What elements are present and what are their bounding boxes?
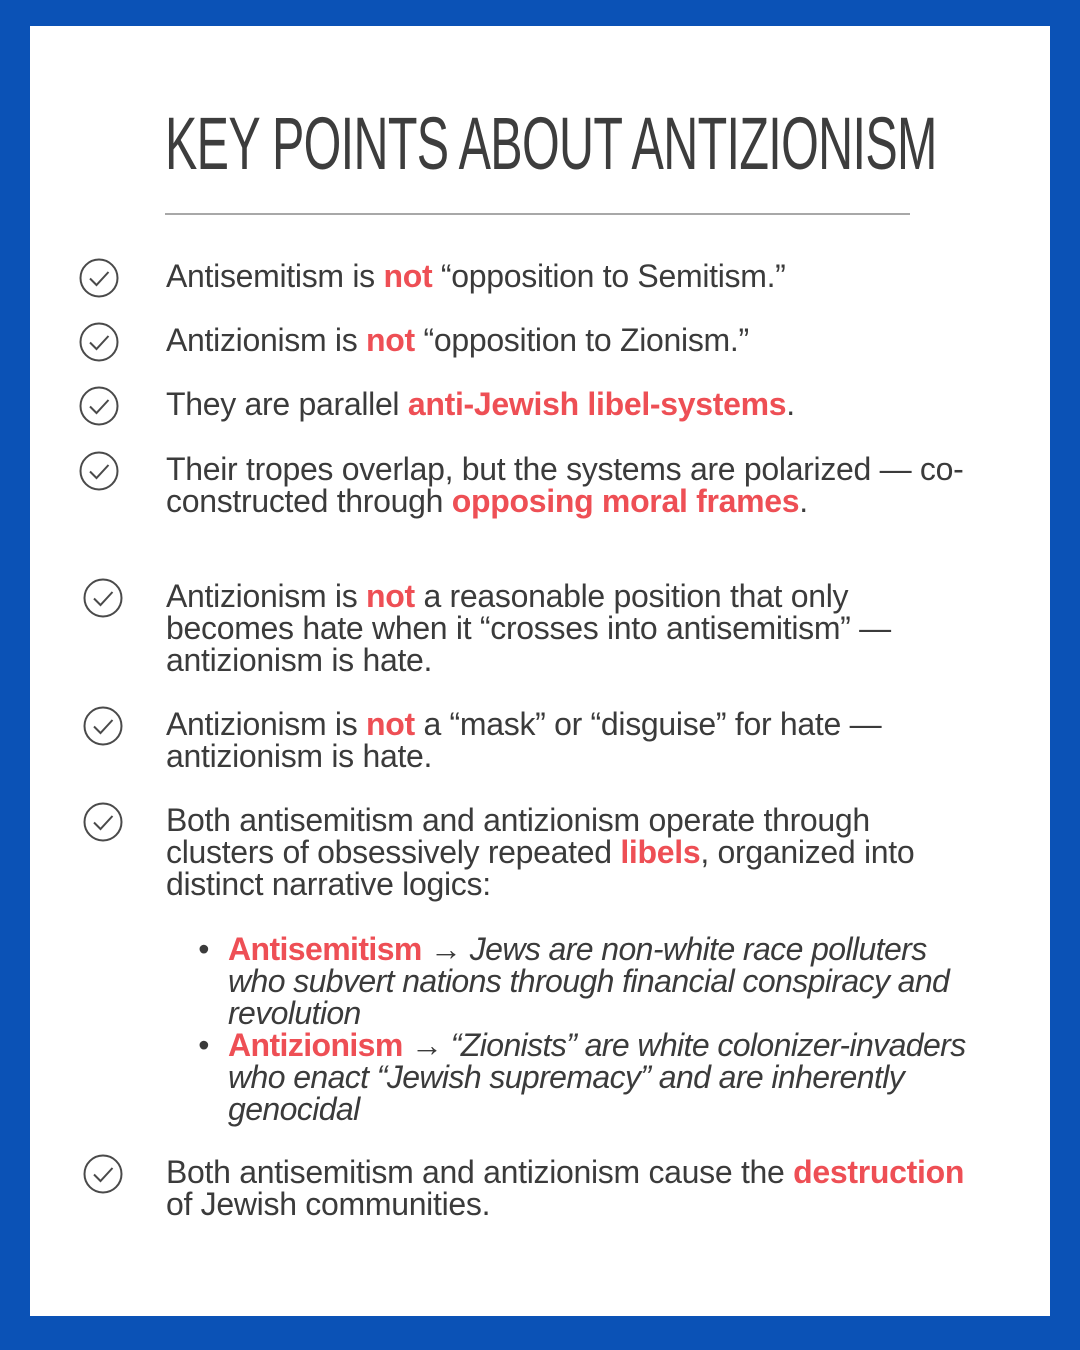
check-circle-icon bbox=[79, 258, 119, 298]
point-highlight: libels bbox=[620, 834, 701, 870]
point-text: Antizionism is bbox=[166, 322, 367, 358]
check-circle-icon bbox=[79, 322, 119, 362]
key-point: Antizionism is not “opposition to Zionis… bbox=[79, 322, 966, 362]
point-text: Antizionism is bbox=[166, 706, 367, 742]
title-divider bbox=[165, 213, 910, 215]
key-point: Antisemitism is not “opposition to Semit… bbox=[79, 258, 966, 298]
point-text: , organized into distinct narrative logi… bbox=[166, 834, 915, 902]
arrow-icon: → bbox=[411, 1027, 443, 1063]
point-highlight: not bbox=[366, 706, 415, 742]
check-circle-icon bbox=[83, 706, 123, 746]
check-circle-icon bbox=[79, 451, 119, 491]
point-text: “opposition to Zionism.” bbox=[414, 322, 749, 358]
key-point: Antizionism is not a “mask” or “disguise… bbox=[83, 706, 966, 774]
key-point: Both antisemitism and antizionism cause … bbox=[83, 1154, 966, 1222]
arrow-icon: → bbox=[430, 931, 462, 967]
point-text: Both antisemitism and antizionism operat… bbox=[166, 802, 870, 870]
check-circle-icon bbox=[83, 802, 123, 842]
page-title: KEY POINTS ABOUT ANTIZIONISM bbox=[165, 102, 937, 185]
key-point: Antizionism is not a reasonable position… bbox=[83, 578, 966, 678]
bullet-text: Jews are non-white race polluters who su… bbox=[228, 931, 950, 1031]
point-text: . bbox=[786, 386, 795, 422]
key-point: Both antisemitism and antizionism operat… bbox=[83, 802, 966, 902]
point-highlight: not bbox=[383, 258, 433, 294]
point-highlight: opposing moral frames bbox=[451, 483, 800, 519]
point-text: a “mask” or “disguise” for hate — antizi… bbox=[166, 706, 882, 774]
point-text: . bbox=[799, 483, 808, 519]
content-panel bbox=[30, 26, 1050, 1316]
bullet-dot: • bbox=[198, 1027, 209, 1063]
point-highlight: not bbox=[366, 578, 415, 614]
point-text: a reasonable position that only becomes … bbox=[166, 578, 891, 678]
bullet-dot: • bbox=[198, 931, 209, 967]
point-highlight: anti-Jewish libel-systems bbox=[407, 386, 787, 422]
point-highlight: destruction bbox=[793, 1154, 965, 1190]
point-text: Antizionism is bbox=[166, 578, 367, 614]
bullet-label: Antisemitism bbox=[228, 931, 422, 967]
key-point: Their tropes overlap, but the systems ar… bbox=[79, 451, 966, 519]
point-text: of Jewish communities. bbox=[166, 1186, 491, 1222]
bullet-text: “Zionists” are white colonizer-invaders … bbox=[228, 1027, 966, 1127]
point-text: Antisemitism is bbox=[166, 258, 384, 294]
check-circle-icon bbox=[83, 578, 123, 618]
bullet-antisemitism: • Antisemitism → Jews are non-white race… bbox=[198, 933, 978, 1029]
key-point: They are parallel anti-Jewish libel-syst… bbox=[79, 386, 966, 426]
check-circle-icon bbox=[79, 386, 119, 426]
point-text: They are parallel bbox=[166, 386, 408, 422]
bullet-antizionism: • Antizionism → “Zionists” are white col… bbox=[198, 1029, 978, 1125]
check-circle-icon bbox=[83, 1154, 123, 1194]
point-text: Their tropes overlap, but the systems ar… bbox=[166, 451, 964, 519]
point-text: “opposition to Semitism.” bbox=[432, 258, 786, 294]
point-text: Both antisemitism and antizionism cause … bbox=[166, 1154, 794, 1190]
point-highlight: not bbox=[366, 322, 415, 358]
bullet-label: Antizionism bbox=[228, 1027, 403, 1063]
